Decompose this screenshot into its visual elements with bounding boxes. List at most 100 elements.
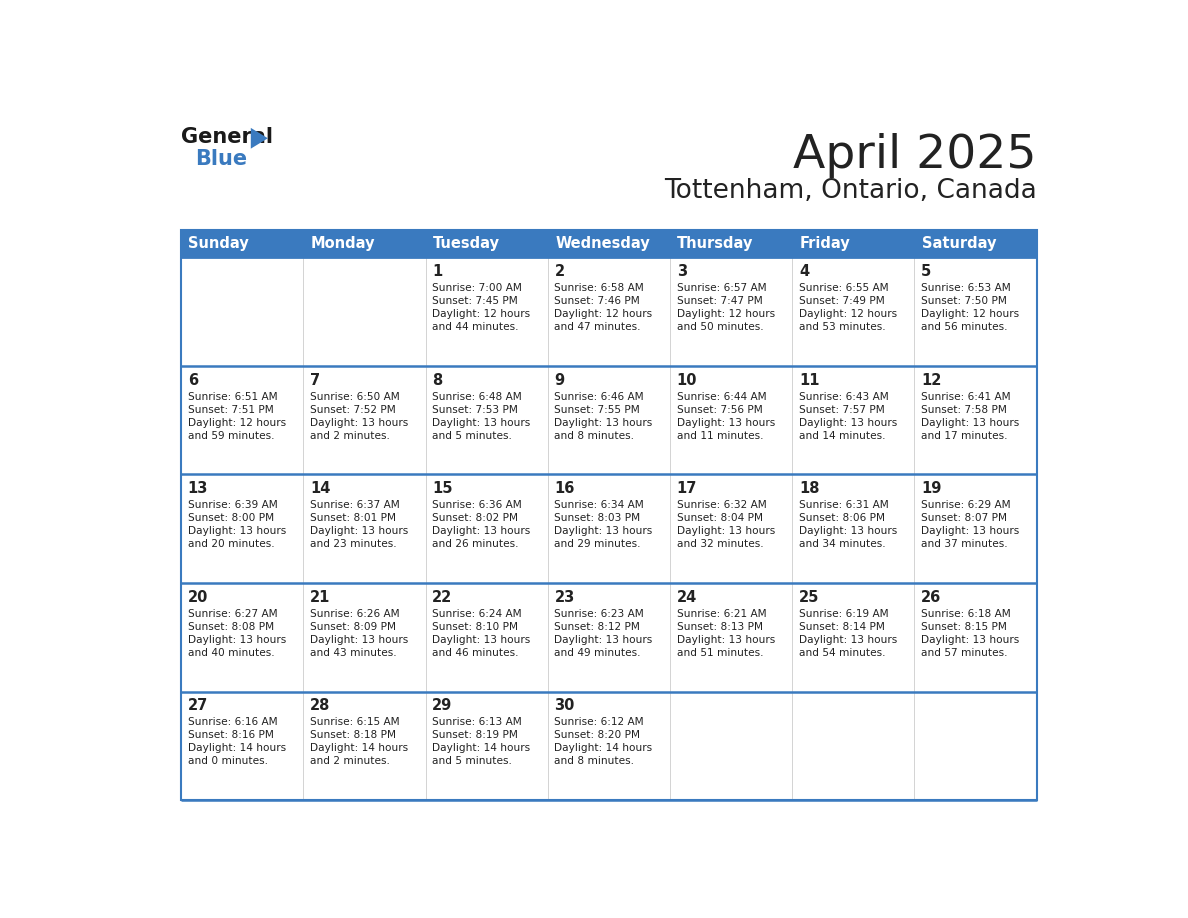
- Text: Sunrise: 6:21 AM
Sunset: 8:13 PM
Daylight: 13 hours
and 51 minutes.: Sunrise: 6:21 AM Sunset: 8:13 PM Dayligh…: [677, 609, 775, 658]
- Bar: [915, 230, 1037, 257]
- Bar: [303, 365, 425, 475]
- Bar: [792, 230, 915, 257]
- Bar: [303, 230, 425, 257]
- Bar: [181, 691, 303, 800]
- Bar: [425, 365, 548, 475]
- Text: 1: 1: [432, 264, 442, 279]
- Bar: [670, 475, 792, 583]
- Bar: [181, 257, 303, 365]
- Text: Tottenham, Ontario, Canada: Tottenham, Ontario, Canada: [664, 178, 1037, 204]
- Text: Sunrise: 6:51 AM
Sunset: 7:51 PM
Daylight: 12 hours
and 59 minutes.: Sunrise: 6:51 AM Sunset: 7:51 PM Dayligh…: [188, 392, 286, 441]
- Text: 19: 19: [921, 481, 942, 496]
- Text: Sunrise: 6:32 AM
Sunset: 8:04 PM
Daylight: 13 hours
and 32 minutes.: Sunrise: 6:32 AM Sunset: 8:04 PM Dayligh…: [677, 500, 775, 549]
- Text: Sunrise: 6:43 AM
Sunset: 7:57 PM
Daylight: 13 hours
and 14 minutes.: Sunrise: 6:43 AM Sunset: 7:57 PM Dayligh…: [798, 392, 897, 441]
- Text: 8: 8: [432, 373, 442, 387]
- Text: Sunrise: 6:53 AM
Sunset: 7:50 PM
Daylight: 12 hours
and 56 minutes.: Sunrise: 6:53 AM Sunset: 7:50 PM Dayligh…: [921, 283, 1019, 332]
- Text: 26: 26: [921, 589, 941, 605]
- Text: Sunrise: 6:57 AM
Sunset: 7:47 PM
Daylight: 12 hours
and 50 minutes.: Sunrise: 6:57 AM Sunset: 7:47 PM Dayligh…: [677, 283, 775, 332]
- Bar: [670, 365, 792, 475]
- Text: Saturday: Saturday: [922, 236, 997, 251]
- Text: 11: 11: [798, 373, 820, 387]
- Bar: [915, 365, 1037, 475]
- Bar: [425, 475, 548, 583]
- Text: Thursday: Thursday: [677, 236, 753, 251]
- Text: 12: 12: [921, 373, 942, 387]
- Bar: [548, 365, 670, 475]
- Text: Sunrise: 6:41 AM
Sunset: 7:58 PM
Daylight: 13 hours
and 17 minutes.: Sunrise: 6:41 AM Sunset: 7:58 PM Dayligh…: [921, 392, 1019, 441]
- Bar: [792, 475, 915, 583]
- Bar: [181, 475, 303, 583]
- Bar: [425, 257, 548, 365]
- Text: April 2025: April 2025: [794, 133, 1037, 178]
- Bar: [548, 691, 670, 800]
- Text: 21: 21: [310, 589, 330, 605]
- Text: Sunrise: 6:16 AM
Sunset: 8:16 PM
Daylight: 14 hours
and 0 minutes.: Sunrise: 6:16 AM Sunset: 8:16 PM Dayligh…: [188, 717, 286, 767]
- Text: 7: 7: [310, 373, 320, 387]
- Text: Sunrise: 6:50 AM
Sunset: 7:52 PM
Daylight: 13 hours
and 2 minutes.: Sunrise: 6:50 AM Sunset: 7:52 PM Dayligh…: [310, 392, 409, 441]
- Bar: [548, 230, 670, 257]
- Text: Sunrise: 6:58 AM
Sunset: 7:46 PM
Daylight: 12 hours
and 47 minutes.: Sunrise: 6:58 AM Sunset: 7:46 PM Dayligh…: [555, 283, 652, 332]
- Bar: [303, 583, 425, 691]
- Text: Sunrise: 6:15 AM
Sunset: 8:18 PM
Daylight: 14 hours
and 2 minutes.: Sunrise: 6:15 AM Sunset: 8:18 PM Dayligh…: [310, 717, 409, 767]
- Text: Sunrise: 6:37 AM
Sunset: 8:01 PM
Daylight: 13 hours
and 23 minutes.: Sunrise: 6:37 AM Sunset: 8:01 PM Dayligh…: [310, 500, 409, 549]
- Bar: [303, 475, 425, 583]
- Text: Sunrise: 6:55 AM
Sunset: 7:49 PM
Daylight: 12 hours
and 53 minutes.: Sunrise: 6:55 AM Sunset: 7:49 PM Dayligh…: [798, 283, 897, 332]
- Text: Sunday: Sunday: [189, 236, 249, 251]
- Bar: [670, 257, 792, 365]
- Bar: [548, 257, 670, 365]
- Text: 14: 14: [310, 481, 330, 496]
- Text: Sunrise: 6:27 AM
Sunset: 8:08 PM
Daylight: 13 hours
and 40 minutes.: Sunrise: 6:27 AM Sunset: 8:08 PM Dayligh…: [188, 609, 286, 658]
- Text: 15: 15: [432, 481, 453, 496]
- Bar: [425, 691, 548, 800]
- Text: Sunrise: 6:44 AM
Sunset: 7:56 PM
Daylight: 13 hours
and 11 minutes.: Sunrise: 6:44 AM Sunset: 7:56 PM Dayligh…: [677, 392, 775, 441]
- Bar: [181, 230, 1037, 800]
- Text: 10: 10: [677, 373, 697, 387]
- Text: Sunrise: 6:31 AM
Sunset: 8:06 PM
Daylight: 13 hours
and 34 minutes.: Sunrise: 6:31 AM Sunset: 8:06 PM Dayligh…: [798, 500, 897, 549]
- Text: 24: 24: [677, 589, 697, 605]
- Bar: [792, 691, 915, 800]
- Text: 29: 29: [432, 699, 453, 713]
- Text: 22: 22: [432, 589, 453, 605]
- Text: Sunrise: 6:34 AM
Sunset: 8:03 PM
Daylight: 13 hours
and 29 minutes.: Sunrise: 6:34 AM Sunset: 8:03 PM Dayligh…: [555, 500, 652, 549]
- Bar: [915, 583, 1037, 691]
- Text: Sunrise: 6:39 AM
Sunset: 8:00 PM
Daylight: 13 hours
and 20 minutes.: Sunrise: 6:39 AM Sunset: 8:00 PM Dayligh…: [188, 500, 286, 549]
- Text: 17: 17: [677, 481, 697, 496]
- Text: 18: 18: [798, 481, 820, 496]
- Text: 28: 28: [310, 699, 330, 713]
- Text: Sunrise: 6:24 AM
Sunset: 8:10 PM
Daylight: 13 hours
and 46 minutes.: Sunrise: 6:24 AM Sunset: 8:10 PM Dayligh…: [432, 609, 531, 658]
- Bar: [181, 583, 303, 691]
- Bar: [670, 230, 792, 257]
- Bar: [915, 475, 1037, 583]
- Bar: [181, 230, 303, 257]
- Bar: [548, 475, 670, 583]
- Text: Sunrise: 6:18 AM
Sunset: 8:15 PM
Daylight: 13 hours
and 57 minutes.: Sunrise: 6:18 AM Sunset: 8:15 PM Dayligh…: [921, 609, 1019, 658]
- Text: 25: 25: [798, 589, 820, 605]
- Text: Sunrise: 6:26 AM
Sunset: 8:09 PM
Daylight: 13 hours
and 43 minutes.: Sunrise: 6:26 AM Sunset: 8:09 PM Dayligh…: [310, 609, 409, 658]
- Bar: [670, 691, 792, 800]
- Text: Sunrise: 7:00 AM
Sunset: 7:45 PM
Daylight: 12 hours
and 44 minutes.: Sunrise: 7:00 AM Sunset: 7:45 PM Dayligh…: [432, 283, 530, 332]
- Bar: [792, 365, 915, 475]
- Text: Sunrise: 6:36 AM
Sunset: 8:02 PM
Daylight: 13 hours
and 26 minutes.: Sunrise: 6:36 AM Sunset: 8:02 PM Dayligh…: [432, 500, 531, 549]
- Text: Sunrise: 6:19 AM
Sunset: 8:14 PM
Daylight: 13 hours
and 54 minutes.: Sunrise: 6:19 AM Sunset: 8:14 PM Dayligh…: [798, 609, 897, 658]
- Text: 27: 27: [188, 699, 208, 713]
- Text: Sunrise: 6:23 AM
Sunset: 8:12 PM
Daylight: 13 hours
and 49 minutes.: Sunrise: 6:23 AM Sunset: 8:12 PM Dayligh…: [555, 609, 652, 658]
- Text: 16: 16: [555, 481, 575, 496]
- Bar: [303, 691, 425, 800]
- Text: Tuesday: Tuesday: [432, 236, 500, 251]
- Text: Sunrise: 6:48 AM
Sunset: 7:53 PM
Daylight: 13 hours
and 5 minutes.: Sunrise: 6:48 AM Sunset: 7:53 PM Dayligh…: [432, 392, 531, 441]
- Bar: [915, 691, 1037, 800]
- Text: 6: 6: [188, 373, 198, 387]
- Bar: [548, 583, 670, 691]
- Text: Sunrise: 6:29 AM
Sunset: 8:07 PM
Daylight: 13 hours
and 37 minutes.: Sunrise: 6:29 AM Sunset: 8:07 PM Dayligh…: [921, 500, 1019, 549]
- Text: Blue: Blue: [195, 149, 247, 169]
- Text: Wednesday: Wednesday: [555, 236, 650, 251]
- Text: 13: 13: [188, 481, 208, 496]
- Text: Monday: Monday: [310, 236, 375, 251]
- Text: 4: 4: [798, 264, 809, 279]
- Bar: [303, 257, 425, 365]
- Text: Friday: Friday: [800, 236, 851, 251]
- Polygon shape: [251, 128, 267, 149]
- Text: Sunrise: 6:12 AM
Sunset: 8:20 PM
Daylight: 14 hours
and 8 minutes.: Sunrise: 6:12 AM Sunset: 8:20 PM Dayligh…: [555, 717, 652, 767]
- Bar: [425, 583, 548, 691]
- Text: 20: 20: [188, 589, 208, 605]
